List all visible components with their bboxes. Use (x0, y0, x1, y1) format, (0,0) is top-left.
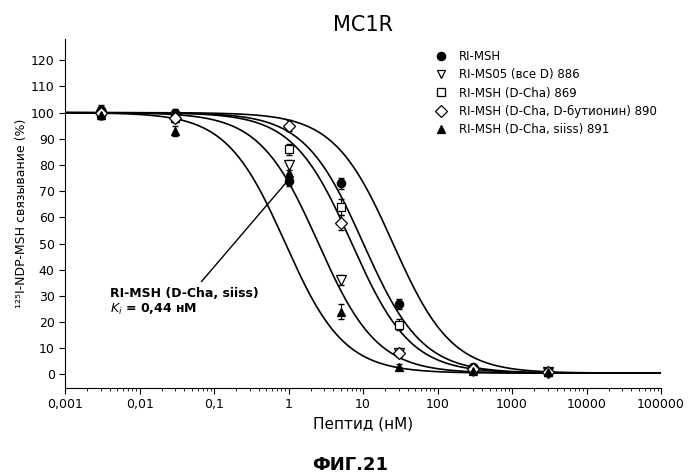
Y-axis label: ¹²⁵I-NDP-MSH связывание (%): ¹²⁵I-NDP-MSH связывание (%) (15, 119, 28, 308)
X-axis label: Пептид (нМ): Пептид (нМ) (313, 417, 413, 431)
Text: ФИГ.21: ФИГ.21 (312, 456, 388, 474)
Text: RI-MSH (D-Cha, siiss)
$K_i$ = 0,44 нМ: RI-MSH (D-Cha, siiss) $K_i$ = 0,44 нМ (110, 176, 292, 317)
Title: MC1R: MC1R (333, 15, 393, 35)
Legend: RI-MSH, RI-MS05 (все D) 886, RI-MSH (D-Cha) 869, RI-MSH (D-Cha, D-бутионин) 890,: RI-MSH, RI-MS05 (все D) 886, RI-MSH (D-C… (424, 45, 661, 141)
